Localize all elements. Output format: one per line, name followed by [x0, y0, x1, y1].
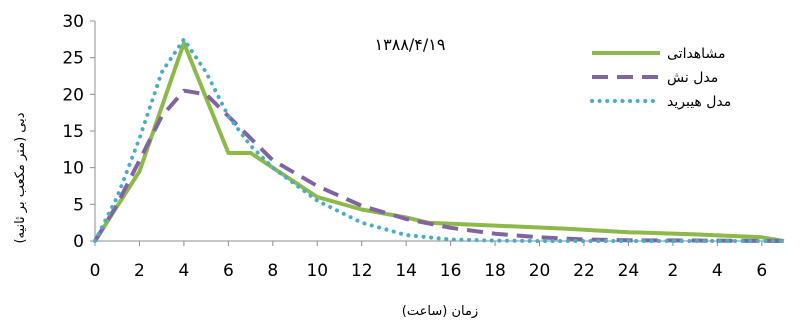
x-tick-label: 16	[440, 261, 462, 281]
x-tick-label: 6	[756, 261, 767, 281]
x-tick-label: 22	[573, 261, 595, 281]
x-tick-label: 20	[529, 261, 551, 281]
y-tick-label: 5	[73, 195, 84, 215]
series-lines	[93, 37, 786, 243]
legend-label-2: مدل نش	[667, 70, 718, 86]
x-axis-ticks: 0 2 4 6 8 10 12 14 16 18 20 22 24 2 4 6	[90, 241, 767, 281]
x-tick-label: 2	[667, 261, 678, 281]
legend-label-1: مشاهداتی	[667, 46, 725, 62]
x-tick-label: 14	[395, 261, 417, 281]
series-line-3	[93, 37, 786, 243]
y-tick-label: 15	[62, 122, 84, 142]
x-tick-label: 18	[484, 261, 506, 281]
series-line-2	[93, 88, 785, 243]
y-tick-label: 0	[73, 232, 84, 252]
x-tick-label: 4	[178, 261, 189, 281]
y-tick-label: 20	[62, 85, 84, 105]
y-axis-ticks: 0 5 10 15 20 25 30	[62, 12, 95, 252]
x-tick-label: 4	[712, 261, 723, 281]
x-tick-label: 0	[90, 261, 101, 281]
x-tick-label: 24	[618, 261, 640, 281]
y-tick-label: 30	[62, 12, 84, 32]
x-tick-label: 6	[223, 261, 234, 281]
y-tick-label: 25	[62, 49, 84, 69]
x-tick-label: 2	[134, 261, 145, 281]
x-tick-label: 10	[306, 261, 328, 281]
x-tick-label: 8	[267, 261, 278, 281]
y-axis-title: دبی (متر مکعب بر ثانیه)	[13, 112, 28, 243]
legend-label-3: مدل هیبرید	[667, 94, 731, 110]
x-axis-title: زمان (ساعت)	[402, 304, 478, 319]
y-tick-label: 10	[62, 159, 84, 179]
legend: مشاهداتی مدل نش مدل هیبرید	[590, 46, 731, 110]
x-tick-label: 12	[351, 261, 373, 281]
date-annotation: ۱۳۸۸/۴/۱۹	[375, 35, 446, 54]
